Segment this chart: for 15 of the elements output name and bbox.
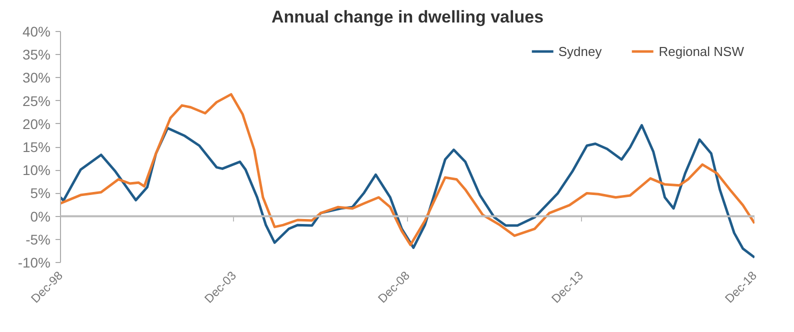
legend-label: Sydney bbox=[558, 44, 602, 58]
chart-title: Annual change in dwelling values bbox=[271, 8, 544, 26]
y-tick-label: 25% bbox=[22, 92, 51, 109]
y-tick-label: 10% bbox=[22, 162, 51, 178]
legend-label: Regional NSW bbox=[658, 44, 744, 58]
y-tick-label: 20% bbox=[22, 116, 51, 132]
y-tick-label: 5% bbox=[30, 185, 50, 202]
y-tick-label: 40% bbox=[22, 24, 51, 40]
y-tick-label: 15% bbox=[22, 139, 51, 155]
y-tick-label: 30% bbox=[22, 70, 51, 86]
y-tick-label: 35% bbox=[22, 46, 51, 63]
y-tick-label: -5% bbox=[26, 231, 51, 248]
y-tick-label: 0% bbox=[30, 208, 50, 224]
y-tick-label: -10% bbox=[18, 254, 51, 270]
line-series bbox=[60, 93, 754, 246]
